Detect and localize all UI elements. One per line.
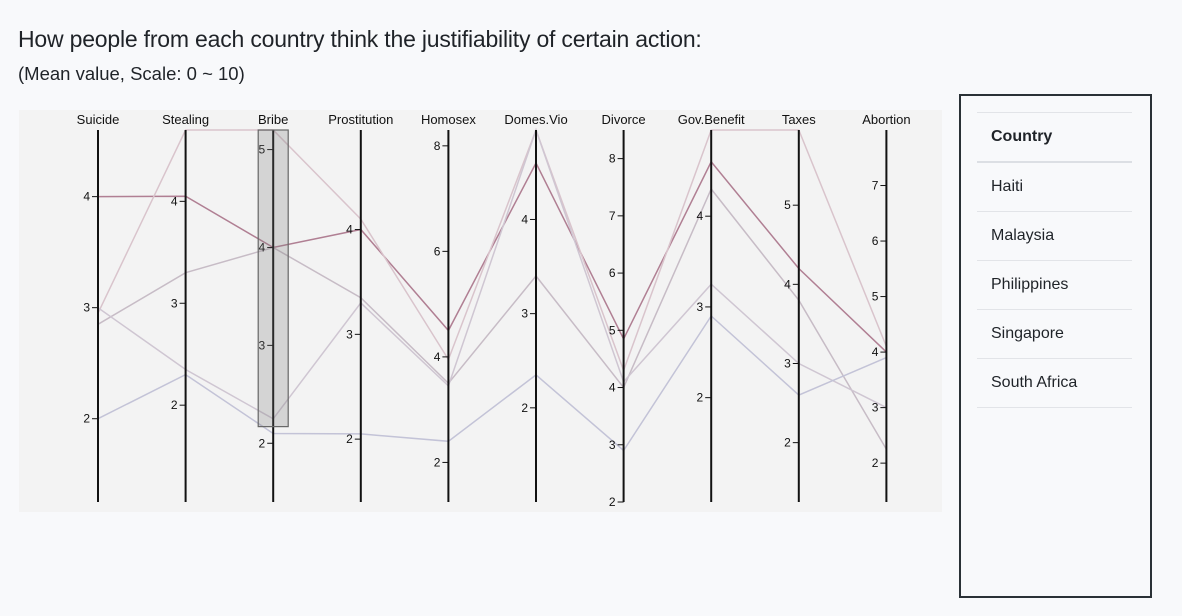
- tick-label: 4: [609, 381, 616, 395]
- tick-label: 3: [259, 338, 266, 352]
- axis-title-taxes: Taxes: [782, 112, 816, 127]
- tick-label: 4: [521, 212, 528, 226]
- tick-label: 4: [784, 277, 791, 291]
- tick-label: 6: [434, 244, 441, 258]
- tick-label: 4: [697, 209, 704, 223]
- series-line-3[interactable]: [97, 187, 888, 450]
- country-item-haiti[interactable]: Haiti: [977, 163, 1132, 212]
- tick-label: 6: [609, 266, 616, 280]
- country-item-philippines[interactable]: Philippines: [977, 261, 1132, 310]
- country-list: Country Haiti Malaysia Philippines Singa…: [977, 112, 1132, 408]
- tick-label: 2: [872, 456, 879, 470]
- series-line-4[interactable]: [97, 127, 887, 420]
- axis-homosex: Homosex 2 4 6 8: [421, 112, 476, 502]
- axis-divorce: Divorce 2 3 4 5 6 7 8: [602, 112, 646, 509]
- tick-label: 3: [521, 307, 528, 321]
- axis-title-prostitution: Prostitution: [328, 112, 393, 127]
- tick-label: 5: [872, 290, 879, 304]
- tick-label: 2: [83, 412, 90, 426]
- series-line-2[interactable]: [97, 127, 888, 373]
- parallel-coordinates-chart[interactable]: Suicide 2 3 4 Stealing 2 3 4 Bribe 2 3 4 5 Prostituti…: [19, 110, 942, 512]
- tick-label: 2: [171, 398, 178, 412]
- tick-label: 2: [784, 436, 791, 450]
- tick-label: 4: [434, 350, 441, 364]
- brush-selection[interactable]: [257, 129, 289, 428]
- tick-label: 8: [434, 139, 441, 153]
- tick-label: 5: [609, 323, 616, 337]
- axis-suicide: Suicide 2 3 4: [77, 112, 120, 502]
- series-lines: [97, 127, 888, 452]
- country-header: Country: [977, 112, 1132, 163]
- axis-title-suicide: Suicide: [77, 112, 120, 127]
- axis-bribe: Bribe 2 3 4 5: [258, 112, 288, 502]
- page-subtitle: (Mean value, Scale: 0 ~ 10): [18, 63, 245, 84]
- axis-prostitution: Prostitution 2 3 4: [328, 112, 393, 502]
- tick-label: 4: [83, 190, 90, 204]
- axis-title-homosex: Homosex: [421, 112, 476, 127]
- tick-label: 3: [872, 401, 879, 415]
- tick-label: 5: [259, 143, 266, 157]
- axis-title-gov-benefit: Gov.Benefit: [678, 112, 745, 127]
- tick-label: 2: [259, 436, 266, 450]
- axis-title-divorce: Divorce: [602, 112, 646, 127]
- country-item-south-africa[interactable]: South Africa: [977, 359, 1132, 408]
- tick-label: 3: [346, 327, 353, 341]
- tick-label: 3: [171, 296, 178, 310]
- tick-label: 4: [171, 194, 178, 208]
- series-line-5[interactable]: [97, 314, 887, 452]
- axis-gov-benefit: Gov.Benefit 2 3 4: [678, 112, 745, 502]
- tick-label: 3: [784, 356, 791, 370]
- tick-label: 5: [784, 198, 791, 212]
- tick-label: 3: [609, 438, 616, 452]
- tick-label: 2: [697, 391, 704, 405]
- page-title: How people from each country think the j…: [18, 26, 702, 52]
- tick-label: 3: [83, 301, 90, 315]
- tick-label: 2: [609, 495, 616, 509]
- tick-label: 2: [521, 401, 528, 415]
- tick-label: 4: [259, 240, 266, 254]
- tick-label: 8: [609, 152, 616, 166]
- axis-title-bribe: Bribe: [258, 112, 288, 127]
- tick-label: 7: [609, 209, 616, 223]
- chart-svg[interactable]: Suicide 2 3 4 Stealing 2 3 4 Bribe 2 3 4 5 Prostituti…: [19, 110, 942, 512]
- tick-label: 6: [872, 234, 879, 248]
- axis-domes-vio: Domes.Vio 2 3 4: [504, 112, 568, 502]
- tick-label: 4: [346, 223, 353, 237]
- axis-title-abortion: Abortion: [862, 112, 910, 127]
- country-legend-panel: Country Haiti Malaysia Philippines Singa…: [959, 94, 1152, 598]
- tick-label: 4: [872, 345, 879, 359]
- tick-label: 2: [346, 432, 353, 446]
- axis-stealing: Stealing 2 3 4: [162, 112, 209, 502]
- axis-title-domes-vio: Domes.Vio: [504, 112, 567, 127]
- tick-label: 2: [434, 455, 441, 469]
- axis-abortion: Abortion 2 3 4 5 6 7: [862, 112, 911, 502]
- axis-title-stealing: Stealing: [162, 112, 209, 127]
- axis-taxes: Taxes 2 3 4 5: [782, 112, 816, 502]
- country-item-malaysia[interactable]: Malaysia: [977, 212, 1132, 261]
- tick-label: 3: [697, 300, 704, 314]
- country-item-singapore[interactable]: Singapore: [977, 310, 1132, 359]
- tick-label: 7: [872, 179, 879, 193]
